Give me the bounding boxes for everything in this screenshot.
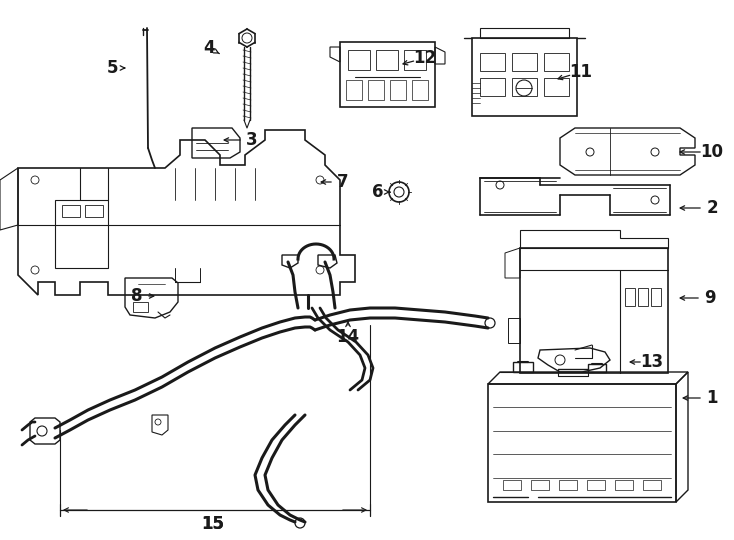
Text: 3: 3 (246, 131, 258, 149)
Text: 15: 15 (202, 515, 225, 533)
Bar (390, 80, 406, 100)
Bar (62, 205, 80, 217)
Text: 4: 4 (203, 39, 215, 57)
Bar (346, 80, 362, 100)
Bar (587, 480, 605, 490)
Text: 13: 13 (641, 353, 664, 371)
Bar (412, 80, 428, 100)
Bar (512, 78, 537, 96)
Text: 11: 11 (570, 63, 592, 81)
Bar (340, 42, 435, 107)
Bar (638, 288, 648, 306)
Bar (368, 80, 384, 100)
Text: 2: 2 (706, 199, 718, 217)
Bar (544, 78, 569, 96)
Bar (625, 288, 635, 306)
Text: 1: 1 (706, 389, 718, 407)
Text: 14: 14 (336, 328, 360, 346)
Text: 6: 6 (372, 183, 384, 201)
Bar (472, 38, 577, 116)
Text: 8: 8 (131, 287, 142, 305)
Bar (615, 480, 633, 490)
Bar (348, 50, 370, 70)
Bar (643, 480, 661, 490)
Bar (544, 53, 569, 71)
Bar (520, 248, 668, 373)
Text: 15: 15 (202, 515, 225, 533)
Bar (559, 480, 577, 490)
Bar (133, 302, 148, 312)
Bar (404, 50, 426, 70)
Text: 10: 10 (700, 143, 724, 161)
Text: 9: 9 (704, 289, 716, 307)
Text: 5: 5 (106, 59, 117, 77)
Bar (503, 480, 521, 490)
Bar (488, 384, 676, 502)
Bar (531, 480, 549, 490)
Bar (480, 78, 505, 96)
Bar (85, 205, 103, 217)
Bar (651, 288, 661, 306)
Bar (376, 50, 398, 70)
Bar (512, 53, 537, 71)
Text: 7: 7 (337, 173, 349, 191)
Text: 12: 12 (413, 49, 437, 67)
Bar (480, 53, 505, 71)
